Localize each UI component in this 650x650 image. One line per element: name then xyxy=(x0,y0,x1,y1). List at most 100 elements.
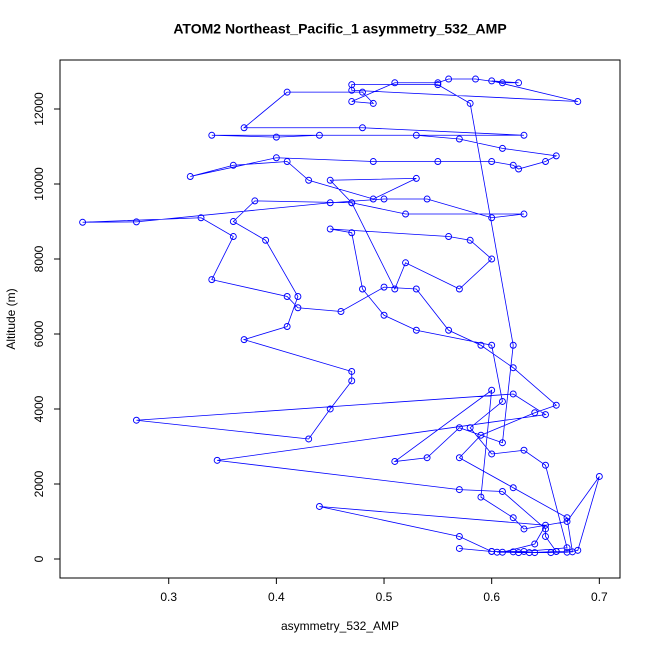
data-point xyxy=(488,386,496,394)
data-point xyxy=(434,158,442,165)
data-point xyxy=(380,283,388,291)
data-point xyxy=(531,540,539,548)
data-point xyxy=(520,210,528,218)
data-line xyxy=(82,78,600,554)
data-point xyxy=(445,75,453,83)
data-point xyxy=(488,255,496,263)
data-point xyxy=(229,218,237,225)
data-point xyxy=(455,486,463,494)
data-point xyxy=(391,285,399,293)
data-point xyxy=(493,548,501,556)
data-point xyxy=(498,548,506,556)
data-point xyxy=(229,161,237,169)
data-point xyxy=(272,133,280,141)
data-point xyxy=(412,326,420,334)
data-point xyxy=(509,514,517,522)
data-point xyxy=(262,236,270,244)
data-point xyxy=(240,336,248,344)
data-point xyxy=(574,546,582,554)
data-point xyxy=(294,304,302,312)
data-point xyxy=(472,75,479,83)
data-point xyxy=(520,548,528,555)
data-point xyxy=(542,525,549,533)
data-point xyxy=(348,229,356,237)
data-point xyxy=(498,439,506,447)
x-tick-label: 0.4 xyxy=(268,590,285,604)
data-point xyxy=(455,424,463,432)
data-point xyxy=(359,124,366,132)
data-point xyxy=(509,390,517,398)
data-point xyxy=(595,473,603,480)
data-point xyxy=(423,454,431,462)
data-point xyxy=(455,135,463,143)
data-point xyxy=(208,276,216,284)
data-point xyxy=(574,98,582,105)
data-point xyxy=(466,424,474,432)
data-point xyxy=(542,158,549,165)
data-point xyxy=(79,218,87,226)
data-point xyxy=(509,341,517,349)
data-point xyxy=(509,548,517,556)
data-point xyxy=(552,401,560,409)
data-point xyxy=(326,405,334,413)
data-point xyxy=(434,79,442,87)
data-point xyxy=(369,158,377,165)
data-point xyxy=(326,199,334,207)
data-point xyxy=(337,308,345,315)
data-point xyxy=(542,461,549,469)
data-point xyxy=(305,435,313,443)
x-tick-label: 0.6 xyxy=(483,590,500,604)
data-point xyxy=(477,341,485,349)
data-point xyxy=(455,454,463,462)
data-point xyxy=(412,285,420,293)
data-point xyxy=(455,545,463,552)
data-point xyxy=(348,199,356,207)
data-point xyxy=(391,458,399,465)
data-point xyxy=(552,152,560,160)
data-point xyxy=(213,456,221,464)
data-point xyxy=(348,81,356,89)
data-point xyxy=(434,81,442,89)
data-point xyxy=(315,131,323,139)
y-tick-label: 2000 xyxy=(32,470,46,497)
data-point xyxy=(283,293,291,300)
data-point xyxy=(563,518,571,525)
data-point xyxy=(488,548,496,555)
data-point xyxy=(369,195,377,203)
x-tick-label: 0.3 xyxy=(160,590,177,604)
x-tick-label: 0.7 xyxy=(591,590,608,604)
data-point xyxy=(515,165,523,173)
data-point xyxy=(466,99,474,107)
data-point xyxy=(542,411,549,419)
data-point xyxy=(240,124,248,132)
plot-box xyxy=(59,59,621,579)
data-point xyxy=(563,548,571,556)
data-point xyxy=(520,446,528,454)
chart-title: ATOM2 Northeast_Pacific_1 asymmetry_532_… xyxy=(173,21,506,37)
y-tick-label: 10000 xyxy=(32,167,46,201)
data-point xyxy=(455,533,463,540)
data-point xyxy=(515,79,523,87)
data-point xyxy=(402,210,410,218)
y-tick-label: 6000 xyxy=(32,320,46,347)
data-point xyxy=(391,79,399,87)
data-point xyxy=(208,131,216,139)
data-point xyxy=(520,525,528,533)
y-axis-label: Altitude (m) xyxy=(4,288,18,349)
x-tick-label: 0.5 xyxy=(376,590,393,604)
data-point xyxy=(380,195,388,203)
data-point xyxy=(509,161,517,169)
data-point xyxy=(132,416,140,424)
data-point xyxy=(272,154,280,162)
data-point xyxy=(455,285,463,293)
data-point xyxy=(488,77,496,85)
data-point xyxy=(520,131,528,139)
data-point xyxy=(515,549,523,557)
data-point xyxy=(380,311,388,319)
data-point xyxy=(509,484,517,492)
data-point xyxy=(488,158,496,165)
data-point xyxy=(229,233,237,240)
y-tick-label: 8000 xyxy=(32,245,46,272)
data-point xyxy=(466,236,474,244)
